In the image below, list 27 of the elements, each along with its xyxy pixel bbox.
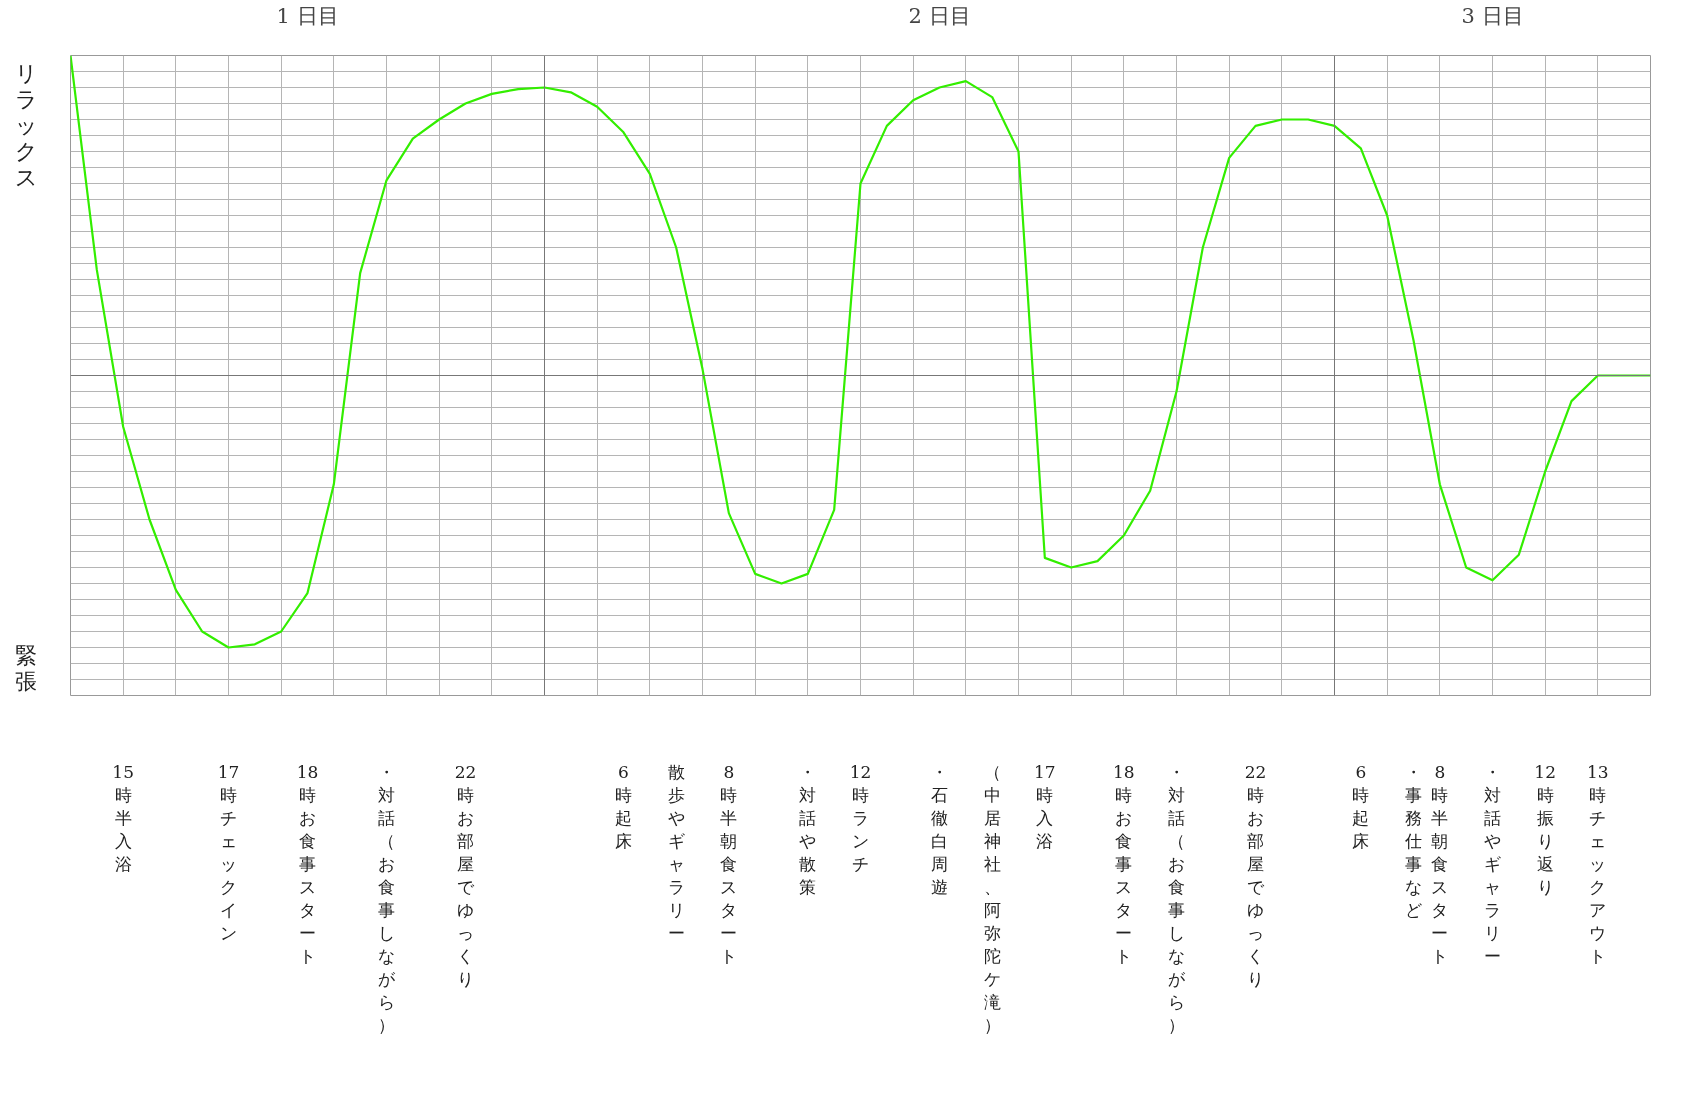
category-label: 22時お部屋でゆっくり [454,761,477,989]
category-label: 22時お部屋でゆっくり [1244,761,1267,989]
category-label: 13時チェックアウト [1587,761,1609,966]
category-label: ・対話やギャラリー [1484,761,1501,966]
category-label: 8時半朝食スタート [720,761,738,966]
text: 2 日目 [908,3,971,28]
x-tick-label: ・事務仕事など [1404,761,1422,920]
x-tick-label: ・対話や散策 [799,761,817,897]
category-label: 8時半朝食スタート [1431,761,1449,966]
x-tick-label: 17時入浴 [1034,761,1056,851]
x-tick-label: ・石徹白周遊 [931,761,948,897]
category-label: （中居神社、阿弥陀ケ滝） [983,761,1001,1035]
x-tick-label: 15時半入浴 [112,761,134,874]
category-label: 18時お食事スタート [1113,761,1135,966]
text: リラックス [15,61,38,191]
category-label: ・対話（お食事しながら） [1168,761,1185,1035]
x-tick-label: 散歩やギャラリー [667,761,685,943]
x-tick-label: 12時振り返り [1534,761,1556,897]
x-tick-label: 6時起床 [1352,761,1370,851]
text: 3 日目 [1461,3,1524,28]
text: 緊張 [15,643,37,695]
x-tick-label: 6時起床 [615,761,632,851]
category-label: ・対話（お食事しながら） [378,761,395,1035]
text: 1 日目 [276,3,339,28]
x-tick-label: 17時チェックイン [217,761,240,943]
category-label: 18時お食事スタート [296,761,319,966]
x-tick-label: 12時ランチ [849,761,872,874]
